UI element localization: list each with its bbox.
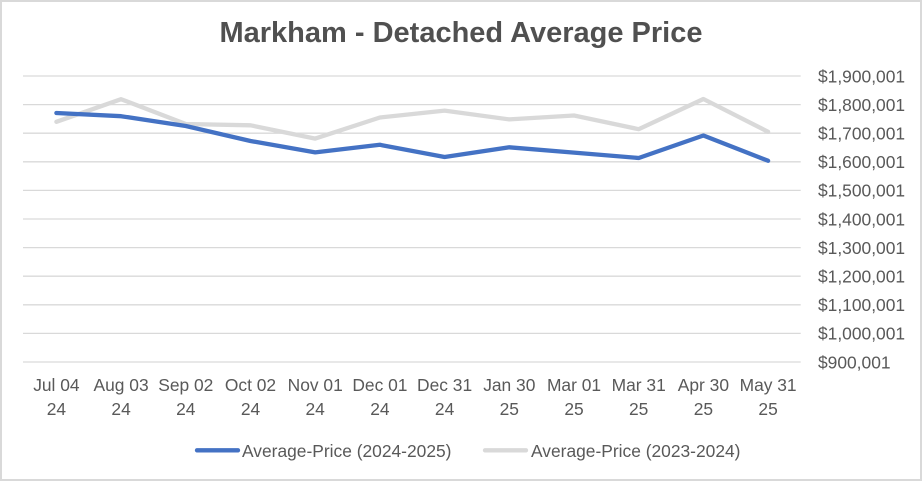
svg-text:25: 25 xyxy=(694,399,713,419)
svg-text:Mar 01: Mar 01 xyxy=(547,375,601,395)
svg-text:Jul 04: Jul 04 xyxy=(33,375,80,395)
svg-text:24: 24 xyxy=(370,399,390,419)
svg-text:Nov 01: Nov 01 xyxy=(288,375,343,395)
svg-text:May 31: May 31 xyxy=(740,375,797,395)
svg-text:$1,900,001: $1,900,001 xyxy=(818,66,905,86)
svg-text:$1,100,001: $1,100,001 xyxy=(818,295,905,315)
svg-text:24: 24 xyxy=(241,399,261,419)
svg-text:24: 24 xyxy=(176,399,196,419)
svg-text:Sep 02: Sep 02 xyxy=(158,375,213,395)
svg-text:25: 25 xyxy=(629,399,648,419)
svg-text:25: 25 xyxy=(564,399,583,419)
svg-text:Oct 02: Oct 02 xyxy=(225,375,276,395)
svg-text:Average-Price (2023-2024): Average-Price (2023-2024) xyxy=(531,441,740,461)
svg-text:$1,200,001: $1,200,001 xyxy=(818,267,905,287)
svg-text:Mar 31: Mar 31 xyxy=(612,375,666,395)
svg-text:24: 24 xyxy=(435,399,455,419)
svg-text:$1,300,001: $1,300,001 xyxy=(818,238,905,258)
svg-text:$900,001: $900,001 xyxy=(818,352,891,372)
svg-text:$1,500,001: $1,500,001 xyxy=(818,181,905,201)
svg-text:$1,800,001: $1,800,001 xyxy=(818,95,905,115)
svg-text:$1,700,001: $1,700,001 xyxy=(818,124,905,144)
svg-text:$1,400,001: $1,400,001 xyxy=(818,209,905,229)
svg-text:25: 25 xyxy=(500,399,519,419)
svg-text:Dec 31: Dec 31 xyxy=(417,375,472,395)
svg-text:25: 25 xyxy=(758,399,777,419)
svg-text:$1,000,001: $1,000,001 xyxy=(818,324,905,344)
svg-text:$1,600,001: $1,600,001 xyxy=(818,152,905,172)
svg-text:Average-Price (2024-2025): Average-Price (2024-2025) xyxy=(242,441,451,461)
svg-text:24: 24 xyxy=(111,399,131,419)
svg-text:Apr 30: Apr 30 xyxy=(678,375,729,395)
svg-text:24: 24 xyxy=(306,399,326,419)
svg-text:Jan 30: Jan 30 xyxy=(483,375,535,395)
svg-text:Markham - Detached Average Pri: Markham - Detached Average Price xyxy=(219,17,702,49)
svg-text:Aug 03: Aug 03 xyxy=(94,375,149,395)
svg-text:Dec 01: Dec 01 xyxy=(352,375,407,395)
svg-text:24: 24 xyxy=(47,399,67,419)
